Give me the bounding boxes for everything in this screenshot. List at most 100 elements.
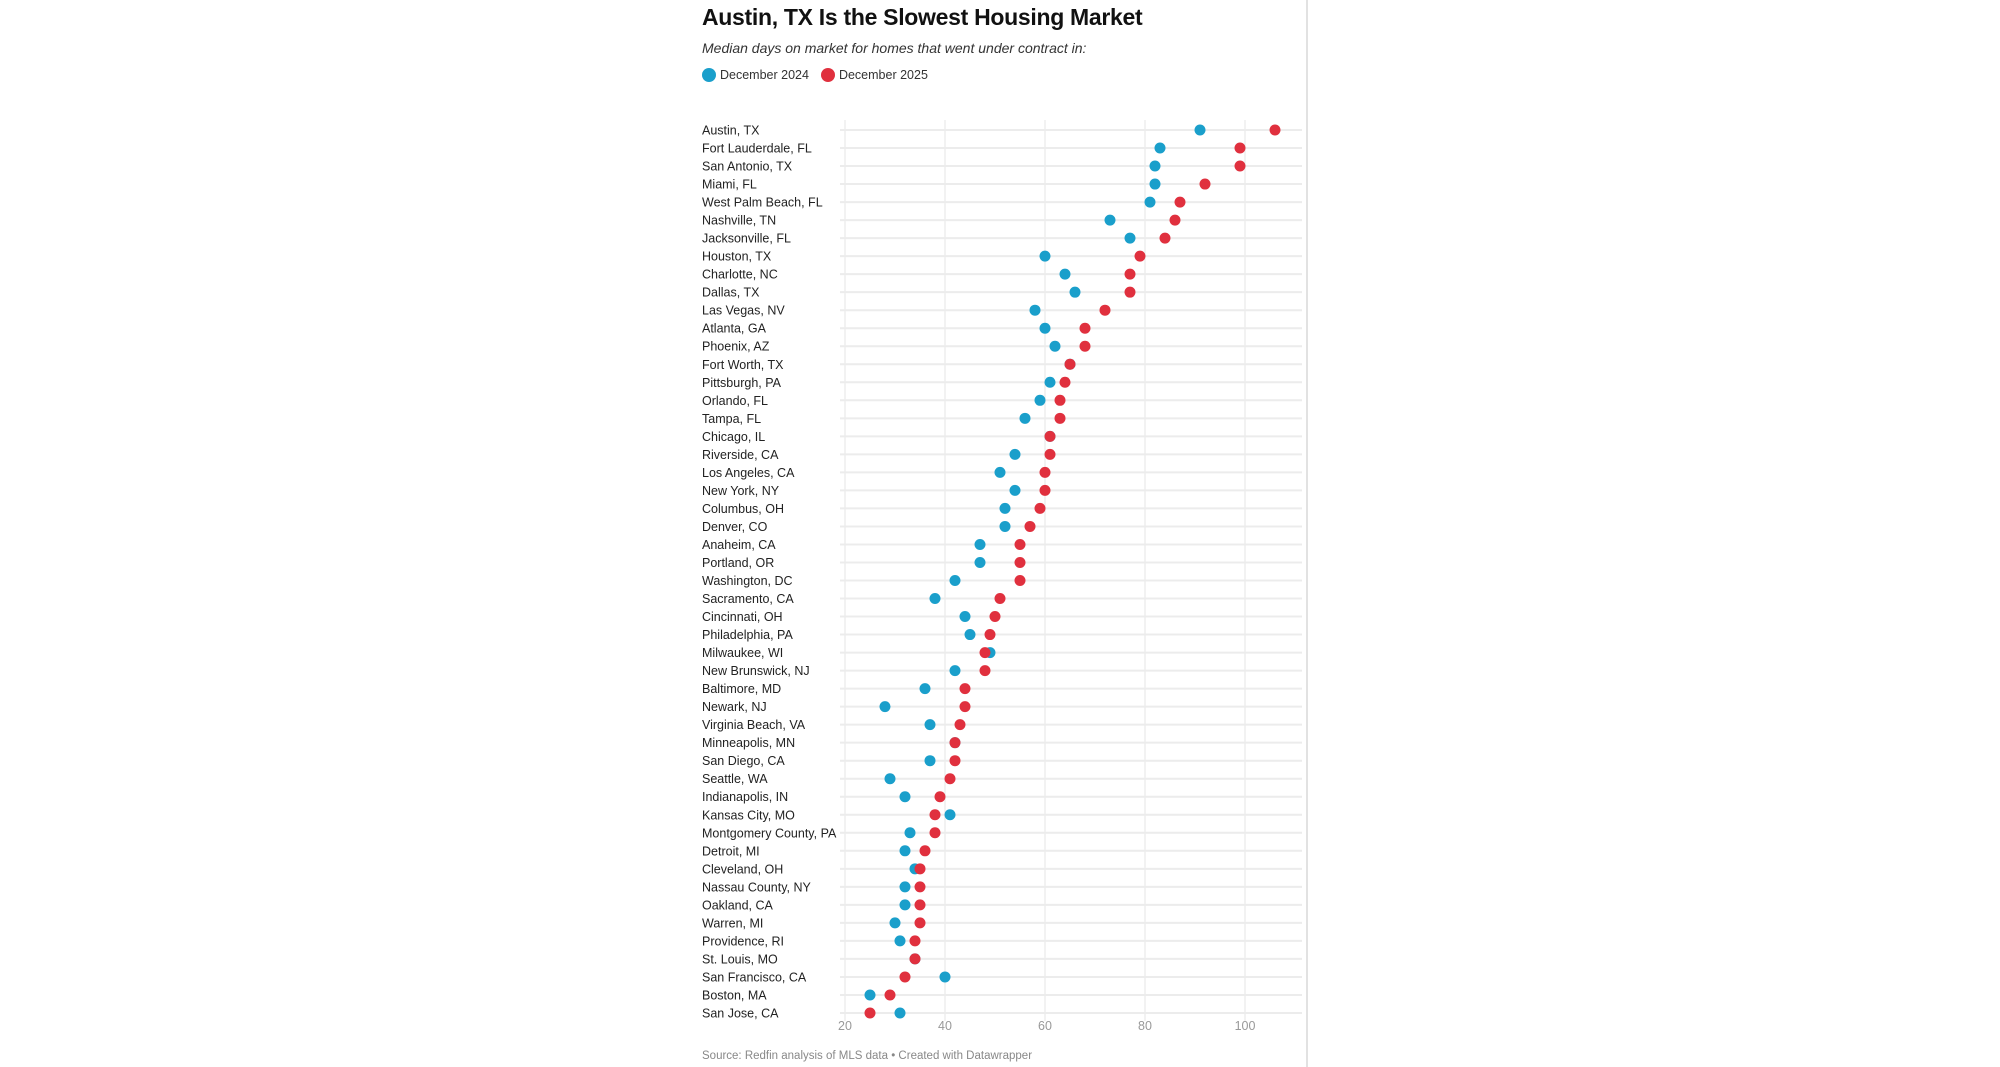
dot-december-2024 bbox=[1044, 376, 1056, 388]
category-label: Sacramento, CA bbox=[702, 592, 794, 606]
category-label: Minneapolis, MN bbox=[702, 736, 795, 750]
chart-subtitle: Median days on market for homes that wen… bbox=[702, 40, 1087, 56]
dot-december-2024 bbox=[1009, 484, 1021, 496]
x-tick-label: 60 bbox=[1038, 1019, 1052, 1033]
dot-december-2025 bbox=[909, 953, 921, 965]
dot-december-2025 bbox=[984, 629, 996, 641]
source-note: Source: Redfin analysis of MLS data • Cr… bbox=[702, 1050, 1033, 1062]
category-label: Fort Lauderdale, FL bbox=[702, 142, 812, 156]
dot-december-2025 bbox=[1099, 304, 1111, 316]
dot-december-2025 bbox=[1159, 232, 1171, 244]
dot-december-2025 bbox=[914, 863, 926, 875]
dot-december-2025 bbox=[1039, 484, 1051, 496]
dot-december-2024 bbox=[964, 629, 976, 641]
dot-december-2025 bbox=[1124, 268, 1136, 280]
dot-december-2024 bbox=[924, 755, 936, 767]
dot-december-2025 bbox=[1039, 466, 1051, 478]
category-label: Nassau County, NY bbox=[702, 880, 812, 894]
category-label: Los Angeles, CA bbox=[702, 466, 795, 480]
dot-december-2024 bbox=[929, 593, 941, 605]
dot-december-2025 bbox=[864, 1007, 876, 1019]
dot-december-2024 bbox=[999, 520, 1011, 532]
dot-december-2025 bbox=[1199, 178, 1211, 190]
category-label: San Diego, CA bbox=[702, 754, 785, 768]
dot-december-2024 bbox=[1039, 322, 1051, 334]
category-label: Denver, CO bbox=[702, 520, 768, 534]
dot-december-2025 bbox=[899, 971, 911, 983]
category-label: Boston, MA bbox=[702, 988, 767, 1002]
category-label: Anaheim, CA bbox=[702, 538, 776, 552]
category-label: San Francisco, CA bbox=[702, 970, 807, 984]
dot-december-2025 bbox=[1064, 358, 1076, 370]
dot-december-2025 bbox=[949, 737, 961, 749]
dot-december-2025 bbox=[929, 827, 941, 839]
dot-december-2025 bbox=[914, 881, 926, 893]
dot-december-2024 bbox=[949, 575, 961, 586]
legend-label-2025: December 2025 bbox=[838, 68, 928, 82]
legend-label-2024: December 2024 bbox=[720, 68, 809, 82]
panel-divider bbox=[1306, 0, 1308, 1067]
category-label: Riverside, CA bbox=[702, 448, 779, 462]
dot-december-2024 bbox=[1149, 178, 1161, 190]
dot-december-2024 bbox=[889, 917, 901, 929]
category-label: Fort Worth, TX bbox=[702, 358, 784, 372]
dot-december-2025 bbox=[1059, 376, 1071, 388]
category-label: Warren, MI bbox=[702, 916, 763, 930]
dot-december-2024 bbox=[949, 665, 961, 677]
dot-december-2025 bbox=[1054, 394, 1066, 406]
category-label: Milwaukee, WI bbox=[702, 646, 783, 660]
dot-december-2025 bbox=[989, 611, 1001, 623]
category-label: San Antonio, TX bbox=[702, 160, 793, 174]
dot-december-2024 bbox=[899, 845, 911, 857]
dot-december-2025 bbox=[934, 791, 946, 803]
dot-december-2025 bbox=[1044, 448, 1056, 460]
category-label: New York, NY bbox=[702, 484, 780, 498]
category-label: Austin, TX bbox=[702, 124, 760, 138]
dot-december-2025 bbox=[914, 899, 926, 911]
dot-december-2025 bbox=[884, 989, 896, 1001]
category-label: West Palm Beach, FL bbox=[702, 196, 823, 210]
category-label: Philadelphia, PA bbox=[702, 628, 793, 642]
category-label: Seattle, WA bbox=[702, 772, 768, 786]
category-label: Tampa, FL bbox=[702, 412, 761, 426]
dot-december-2025 bbox=[994, 593, 1006, 605]
dot-december-2025 bbox=[914, 917, 926, 929]
x-tick-label: 80 bbox=[1138, 1019, 1152, 1033]
dot-december-2024 bbox=[1144, 196, 1156, 208]
dot-december-2024 bbox=[904, 827, 916, 839]
dot-december-2025 bbox=[1024, 520, 1036, 532]
legend-item-2025: December 2025 bbox=[820, 68, 928, 82]
dot-december-2024 bbox=[864, 989, 876, 1001]
dot-december-2024 bbox=[919, 683, 931, 695]
dot-december-2025 bbox=[954, 719, 966, 731]
category-label: Phoenix, AZ bbox=[702, 340, 770, 354]
category-label: Newark, NJ bbox=[702, 700, 767, 714]
dot-december-2024 bbox=[1029, 304, 1041, 316]
category-label: Las Vegas, NV bbox=[702, 304, 785, 318]
dot-december-2024 bbox=[899, 881, 911, 893]
dot-december-2024 bbox=[924, 719, 936, 731]
dot-december-2025 bbox=[1044, 430, 1056, 442]
category-label: Jacksonville, FL bbox=[702, 232, 791, 246]
dot-december-2024 bbox=[899, 791, 911, 803]
category-label: Detroit, MI bbox=[702, 844, 760, 858]
dot-december-2025 bbox=[959, 701, 971, 713]
dot-december-2025 bbox=[979, 647, 991, 659]
category-label: Atlanta, GA bbox=[702, 322, 767, 336]
dot-december-2024 bbox=[939, 971, 951, 983]
category-label: New Brunswick, NJ bbox=[702, 664, 810, 678]
dot-december-2025 bbox=[909, 935, 921, 947]
category-label: Indianapolis, IN bbox=[702, 790, 788, 804]
chart-title: Austin, TX Is the Slowest Housing Market bbox=[702, 4, 1143, 30]
x-tick-label: 40 bbox=[938, 1019, 952, 1033]
dot-december-2025 bbox=[1134, 250, 1146, 262]
dot-december-2025 bbox=[1169, 214, 1181, 226]
category-label: Oakland, CA bbox=[702, 898, 774, 912]
dot-december-2024 bbox=[1149, 160, 1161, 172]
dot-december-2024 bbox=[999, 502, 1011, 514]
dot-december-2025 bbox=[1054, 412, 1066, 424]
legend-item-2024: December 2024 bbox=[702, 68, 809, 82]
dot-december-2025 bbox=[1124, 286, 1136, 298]
dot-december-2024 bbox=[1059, 268, 1071, 280]
